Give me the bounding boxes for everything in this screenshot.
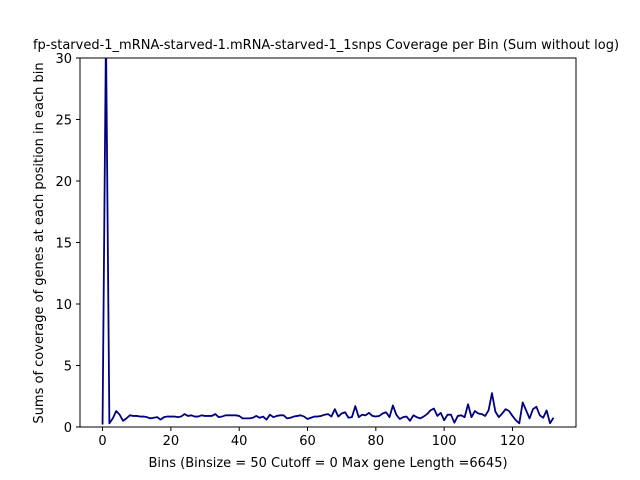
x-axis-label: Bins (Binsize = 50 Cutoff = 0 Max gene L… xyxy=(148,456,507,471)
y-tick-label: 0 xyxy=(64,421,72,436)
x-tick-label: 20 xyxy=(163,434,180,449)
y-tick-label: 20 xyxy=(55,175,72,190)
x-tick-label: 60 xyxy=(299,434,316,449)
series-layer xyxy=(101,58,555,425)
axis-ticks: 0 20 40 60 80 100 120 0 5 10 15 20 25 30 xyxy=(55,52,524,449)
x-tick-label: 100 xyxy=(432,434,457,449)
y-axis-label: Sums of coverage of genes at each positi… xyxy=(32,62,47,423)
y-tick-label: 10 xyxy=(55,298,72,313)
y-tick-label: 5 xyxy=(64,360,72,375)
x-tick-label: 120 xyxy=(500,434,525,449)
x-tick-label: 80 xyxy=(368,434,385,449)
plot-frame xyxy=(79,57,577,428)
y-tick-label: 30 xyxy=(55,52,72,67)
chart-title: fp-starved-1_mRNA-starved-1.mRNA-starved… xyxy=(33,38,619,53)
y-tick-label: 25 xyxy=(55,114,72,129)
x-tick-label: 0 xyxy=(98,434,106,449)
series-line-0 xyxy=(101,58,555,425)
y-tick-label: 15 xyxy=(55,237,72,252)
x-tick-label: 40 xyxy=(231,434,248,449)
